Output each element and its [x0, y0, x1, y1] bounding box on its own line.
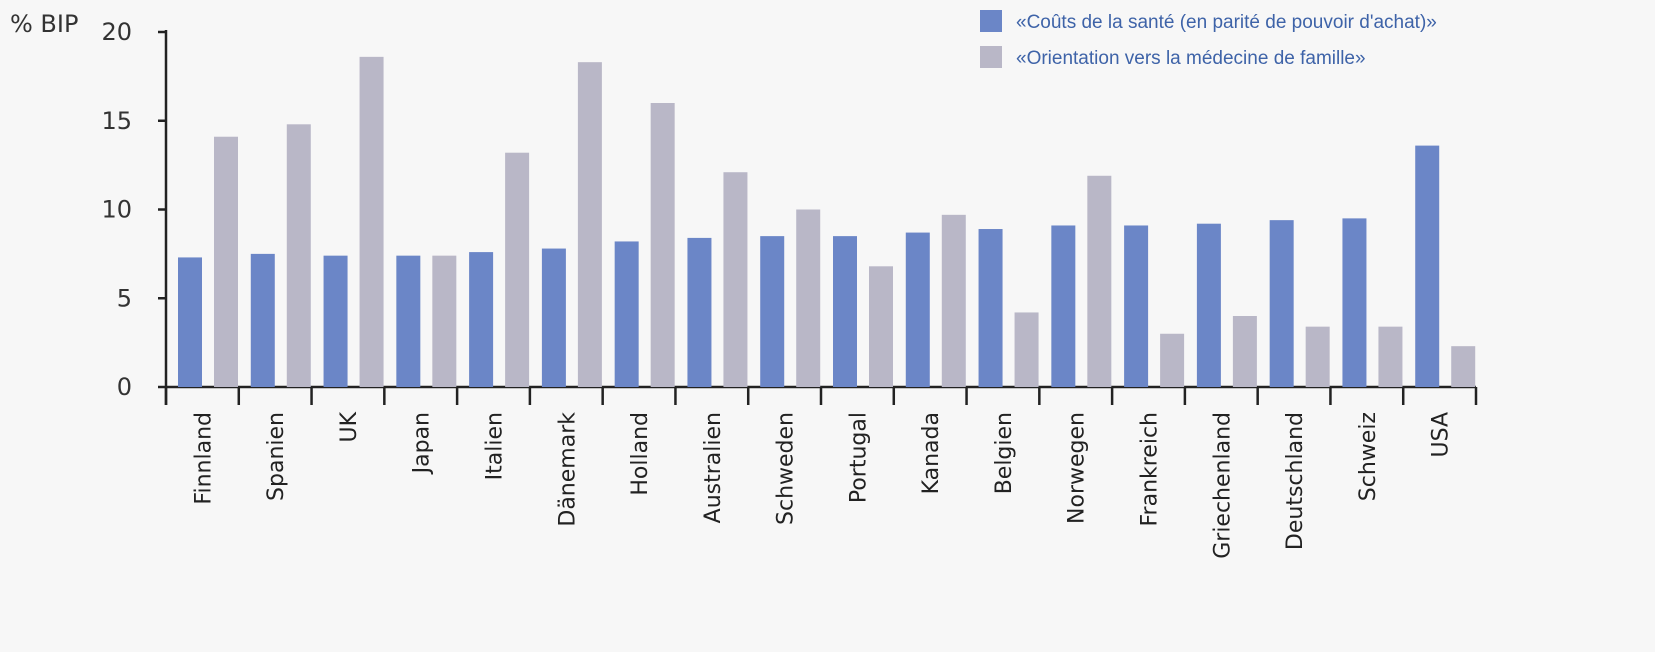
category-label: Japan — [410, 412, 435, 475]
bar-costs-13 — [1124, 225, 1149, 387]
bar-gp-orientation-17 — [1451, 346, 1476, 387]
bar-costs-15 — [1269, 220, 1294, 387]
category-label: Schweiz — [1356, 412, 1381, 501]
axes — [158, 30, 1478, 405]
legend-swatch — [980, 46, 1002, 68]
bar-costs-5 — [541, 248, 566, 387]
legend-label: «Orientation vers la médecine de famille… — [1016, 48, 1366, 69]
bar-costs-10 — [905, 232, 930, 387]
category-label: Australien — [701, 412, 726, 523]
bar-gp-orientation-2 — [359, 56, 384, 387]
bar-costs-8 — [760, 236, 785, 387]
category-label: Italien — [483, 412, 508, 480]
category-label: Kanada — [919, 412, 944, 494]
bar-costs-17 — [1415, 145, 1440, 387]
bar-gp-orientation-15 — [1305, 326, 1330, 387]
bar-gp-orientation-4 — [505, 152, 530, 387]
labels: 0 5 10 15 20 % BIP Finnland Spanien UK Japan Itali… — [10, 10, 1454, 559]
bar-costs-11 — [978, 229, 1003, 387]
bar-costs-3 — [396, 255, 421, 387]
bar-costs-4 — [469, 252, 494, 387]
category-label: Spanien — [264, 412, 289, 501]
bar-gp-orientation-3 — [432, 255, 457, 387]
bar-gp-orientation-16 — [1378, 326, 1403, 387]
category-label: Griechenland — [1210, 412, 1235, 559]
category-label: Belgien — [992, 412, 1017, 494]
category-label: Dänemark — [555, 412, 580, 527]
bar-gp-orientation-1 — [286, 124, 311, 388]
category-label: Schweden — [774, 412, 799, 525]
y-tick-label: 15 — [101, 107, 132, 135]
bar-costs-6 — [614, 241, 639, 387]
bar-gp-orientation-9 — [869, 266, 893, 387]
bar-gp-orientation-8 — [796, 209, 821, 387]
bar-gp-orientation-14 — [1232, 316, 1257, 387]
bar-gp-orientation-7 — [723, 172, 748, 387]
bar-gp-orientation-12 — [1087, 175, 1112, 387]
y-tick-label: 10 — [101, 196, 132, 224]
category-label: USA — [1429, 412, 1454, 458]
y-tick-label: 5 — [117, 284, 132, 312]
category-label: Finnland — [191, 412, 216, 505]
category-label: Portugal — [846, 412, 871, 503]
bar-gp-orientation-6 — [650, 103, 675, 387]
bars — [178, 56, 1476, 388]
bar-costs-1 — [250, 253, 275, 387]
bar-gp-orientation-5 — [577, 62, 602, 388]
category-label: Deutschland — [1283, 412, 1308, 550]
legend-label: «Coûts de la santé (en parité de pouvoir… — [1016, 12, 1437, 33]
legend-swatch — [980, 10, 1002, 32]
category-label: Holland — [628, 412, 653, 496]
bar-gp-orientation-0 — [214, 136, 238, 387]
category-label: UK — [337, 411, 362, 442]
bar-costs-14 — [1196, 223, 1221, 387]
y-tick-label: 20 — [101, 18, 132, 46]
category-label: Norwegen — [1065, 412, 1090, 524]
bar-costs-2 — [323, 255, 348, 387]
legend: «Coûts de la santé (en parité de pouvoir… — [980, 10, 1437, 69]
bar-gp-orientation-10 — [941, 214, 966, 387]
bar-costs-16 — [1342, 218, 1367, 387]
bar-costs-9 — [833, 236, 857, 387]
bar-gp-orientation-13 — [1160, 333, 1185, 387]
y-tick-label: 0 — [117, 373, 132, 401]
bar-costs-7 — [687, 237, 712, 387]
bar-costs-0 — [178, 257, 202, 387]
category-label: Frankreich — [1138, 412, 1163, 527]
bar-gp-orientation-11 — [1014, 312, 1039, 387]
y-axis-label: % BIP — [10, 10, 78, 38]
bar-costs-12 — [1051, 225, 1076, 387]
